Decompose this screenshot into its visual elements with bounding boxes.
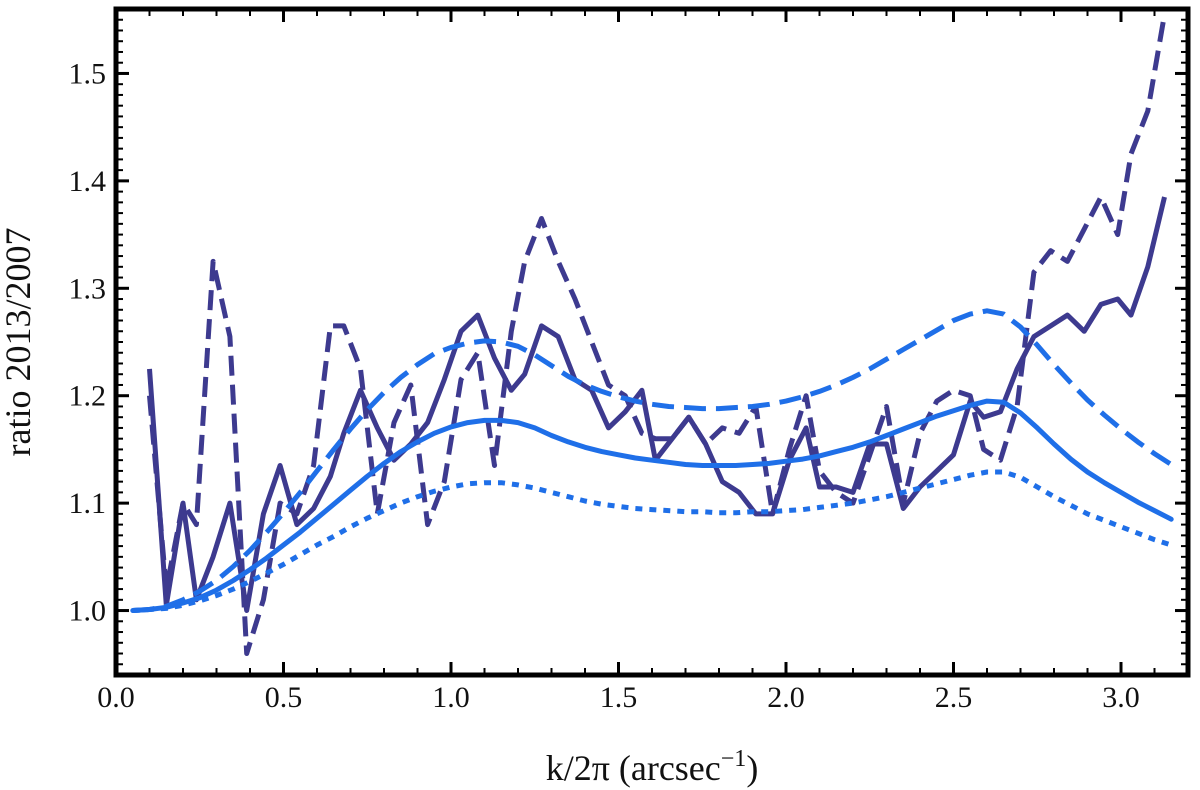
y-tick-label: 1.0: [69, 595, 107, 628]
x-tick-label: 1.0: [432, 681, 470, 714]
series-layer: [130, 13, 1174, 656]
tick-label-layer: 0.0 0.5 1.0 1.5 2.0 2.5 3.0 1.0 1.1 1.2 1.3 1.4 1.5: [69, 57, 1140, 714]
series-line-model-dashed: [132, 308, 1173, 613]
x-tick-label: 0.0: [97, 681, 135, 714]
x-tick-label: 3.0: [1102, 681, 1140, 714]
y-tick-label: 1.5: [69, 57, 107, 90]
y-tick-label: 1.3: [69, 272, 107, 305]
series-line-data-dashed: [147, 13, 1167, 656]
x-tick-label: 0.5: [265, 681, 303, 714]
y-tick-label: 1.1: [69, 487, 107, 520]
x-tick-label: 2.0: [767, 681, 805, 714]
x-axis-label-close: ): [746, 748, 758, 788]
y-tick-label: 1.2: [69, 380, 107, 413]
series-line-model-dotted: [132, 469, 1172, 613]
series-line-model-solid: [130, 398, 1174, 613]
y-axis-label: ratio 2013/2007: [0, 228, 38, 457]
y-tick-label: 1.4: [69, 165, 107, 198]
x-axis-label-exponent: −1: [721, 746, 747, 772]
tick-layer: [114, 8, 1188, 676]
x-axis-label-main: k/2π (arcsec: [546, 748, 721, 788]
x-axis-label: k/2π (arcsec−1): [546, 746, 759, 788]
x-tick-label: 1.5: [600, 681, 638, 714]
x-tick-label: 2.5: [935, 681, 973, 714]
